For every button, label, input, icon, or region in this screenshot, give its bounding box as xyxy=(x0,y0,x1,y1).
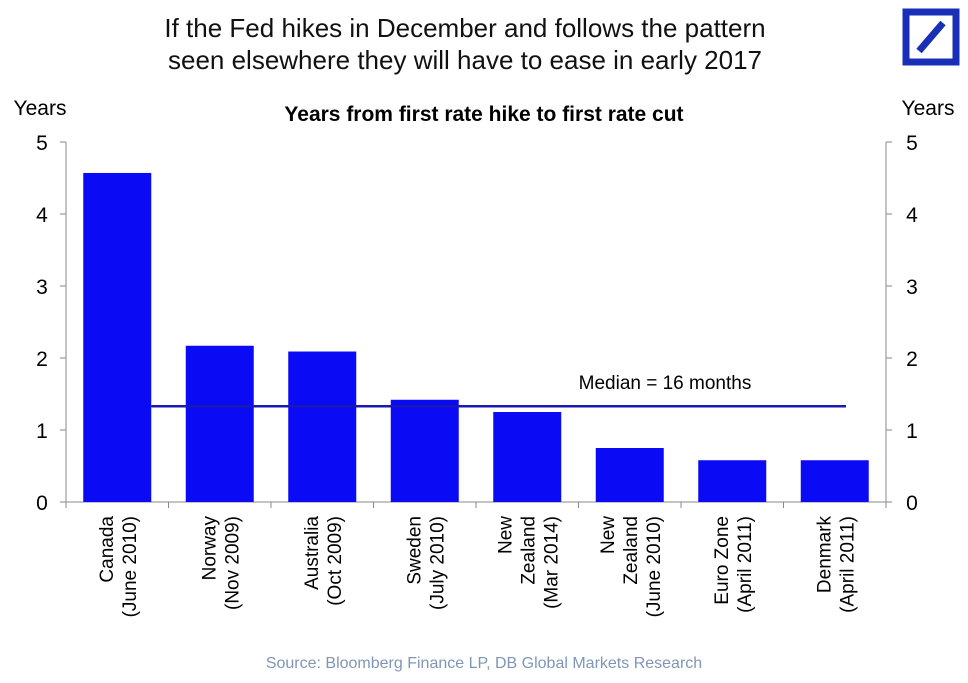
x-category-label: Canada xyxy=(97,516,118,583)
y-tick-label-right: 5 xyxy=(906,132,918,155)
bar xyxy=(595,448,664,502)
y-axis-label-left: Years xyxy=(14,97,67,120)
x-category-label: (Oct 2009) xyxy=(325,516,346,606)
x-category-label: Sweden xyxy=(404,516,425,585)
x-category-label: (Mar 2014) xyxy=(541,516,562,609)
bars-layer xyxy=(83,172,869,502)
y-tick-label-left: 5 xyxy=(36,132,48,155)
y-tick-label-right: 4 xyxy=(906,204,918,227)
headline-line-1: If the Fed hikes in December and follows… xyxy=(164,13,766,43)
axes-layer xyxy=(60,141,892,508)
bar xyxy=(288,351,357,502)
y-tick-label-right: 2 xyxy=(906,348,918,371)
y-tick-label-right: 0 xyxy=(906,492,918,515)
x-category-label: New xyxy=(495,516,516,554)
y-tick-label-left: 3 xyxy=(36,276,48,299)
x-category-label: (June 2010) xyxy=(120,516,141,617)
x-category-label: (April 2011) xyxy=(837,516,858,613)
bar xyxy=(493,412,562,502)
x-category-label: New xyxy=(598,516,619,554)
headline-line-2: seen elsewhere they will have to ease in… xyxy=(167,45,763,75)
x-category-label: (June 2010) xyxy=(644,516,665,617)
x-category-label: Denmark xyxy=(814,516,835,594)
bar xyxy=(390,399,459,502)
source-note: Source: Bloomberg Finance LP, DB Global … xyxy=(265,655,703,672)
x-category-label: (April 2011) xyxy=(735,516,756,613)
x-category-label: Australia xyxy=(302,516,323,590)
y-axis-label-right: Years xyxy=(902,97,955,120)
y-tick-label-right: 1 xyxy=(906,420,918,443)
x-category-label: Euro Zone xyxy=(712,516,733,605)
bar xyxy=(83,172,152,502)
y-tick-label-left: 2 xyxy=(36,348,48,371)
bar xyxy=(800,460,869,502)
x-category-label: (July 2010) xyxy=(427,516,448,610)
x-category-label: Zealand xyxy=(621,516,642,585)
bar xyxy=(185,345,254,502)
bar xyxy=(698,460,767,502)
y-tick-label-left: 1 xyxy=(36,420,48,443)
x-category-label: Zealand xyxy=(518,516,539,585)
deutsche-bank-logo-icon xyxy=(902,8,960,66)
chart-headline: If the Fed hikes in December and follows… xyxy=(60,12,870,76)
labels-layer: Years from first rate hike to first rate… xyxy=(14,97,955,617)
median-label: Median = 16 months xyxy=(579,373,752,394)
x-category-label: Norway xyxy=(199,516,220,581)
y-tick-label-right: 3 xyxy=(906,276,918,299)
x-category-label: (Nov 2009) xyxy=(222,516,243,610)
y-tick-label-left: 4 xyxy=(36,204,48,227)
chart-title: Years from first rate hike to first rate… xyxy=(284,103,683,126)
y-tick-label-left: 0 xyxy=(36,492,48,515)
